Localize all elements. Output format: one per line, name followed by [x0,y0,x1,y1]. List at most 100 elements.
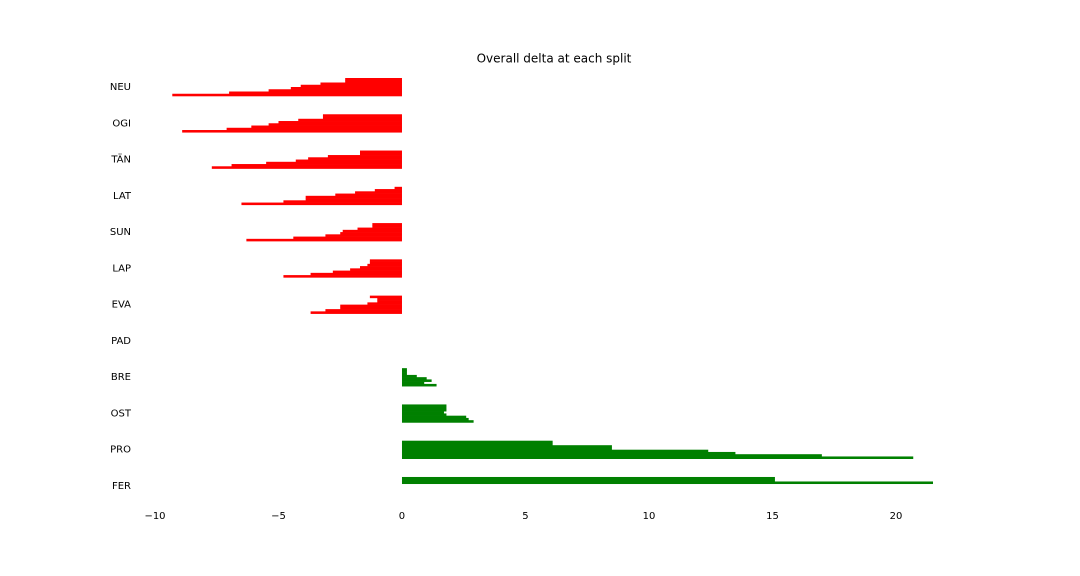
split-bar [340,304,402,308]
split-bar [310,311,402,314]
split-bar [401,406,447,410]
x-tick-label: −5 [271,511,286,522]
split-bar [355,191,402,194]
split-bar [357,227,402,231]
split-bar [268,89,402,92]
split-bar [401,413,447,416]
split-bar [401,370,407,373]
split-bar [401,411,444,414]
split-bar [266,161,402,165]
split-bar [401,420,474,423]
split-bar [359,152,402,156]
y-tick-label: FER [112,481,131,492]
split-bar [322,116,402,120]
split-bar [241,202,402,206]
split-bar [359,266,402,269]
split-bar [340,232,402,235]
split-bar [345,80,402,83]
split-bar [293,236,402,240]
split-bar [401,440,553,444]
split-bar [367,302,402,305]
x-tick-label: 15 [766,511,779,522]
split-bar [401,383,437,387]
split-bar [327,155,402,158]
split-bar [345,78,402,81]
split-bar [369,295,402,299]
split-bar [278,121,402,124]
y-tick-label: OST [111,408,132,419]
split-bar [401,479,775,482]
split-bar [359,150,402,154]
split-bar [372,223,402,226]
split-bar [369,259,402,262]
split-bar [372,225,402,228]
split-bar [320,82,402,86]
split-bar [401,456,914,459]
split-bar [325,234,402,237]
split-bar [290,87,402,90]
x-tick-label: 0 [399,511,405,522]
split-bar [335,193,402,197]
split-bar [401,368,407,371]
split-bar [231,164,402,167]
split-bar [226,127,402,131]
split-bar [401,404,447,407]
split-bar [325,309,402,312]
split-bar [182,130,402,133]
split-bar [211,166,402,169]
split-bar [394,186,402,190]
y-tick-label: TÄN [110,153,131,166]
split-bar [401,451,736,455]
split-bar [377,300,402,303]
split-bar [401,377,427,380]
split-bar [401,417,469,421]
split-bar [374,189,402,192]
y-tick-label: EVA [112,300,132,311]
split-bar [401,476,775,480]
split-bar [401,442,553,446]
split-bar [283,275,402,278]
split-bar [401,379,432,382]
split-bar [283,200,402,203]
split-bar [268,123,402,126]
split-bar [298,118,402,122]
split-bar [246,238,402,242]
y-tick-label: PRO [110,445,131,456]
split-bar [401,372,407,376]
y-tick-label: BRE [111,372,131,383]
split-bar [300,84,402,88]
x-tick-label: 5 [522,511,528,522]
split-bar [377,297,402,301]
y-tick-label: NEU [110,82,131,93]
split-bar [322,114,402,117]
x-tick-label: 10 [643,511,656,522]
split-bar [401,415,467,419]
y-tick-label: LAT [113,191,132,202]
split-bar [340,306,402,310]
split-bar [401,374,417,378]
chart-title: Overall delta at each split [477,52,632,66]
split-bar [401,454,822,457]
split-bar [367,263,402,267]
split-bar [332,270,402,274]
x-tick-label: 20 [890,511,903,522]
split-bar [251,125,402,129]
split-bar [401,408,447,412]
y-tick-label: LAP [112,263,131,274]
split-bar [310,272,402,276]
split-bar [350,268,402,271]
y-tick-label: PAD [111,336,131,347]
split-bar [295,159,402,163]
x-tick-label: −10 [144,511,165,522]
split-bar [401,445,612,448]
split-bar [401,381,425,385]
split-bar [401,481,933,485]
y-tick-label: SUN [110,227,131,238]
split-bar [342,229,402,233]
split-bar [229,91,402,95]
y-tick-label: OGI [112,118,131,129]
split-bar [305,198,402,201]
split-bar [369,261,402,265]
split-bar [172,93,402,97]
